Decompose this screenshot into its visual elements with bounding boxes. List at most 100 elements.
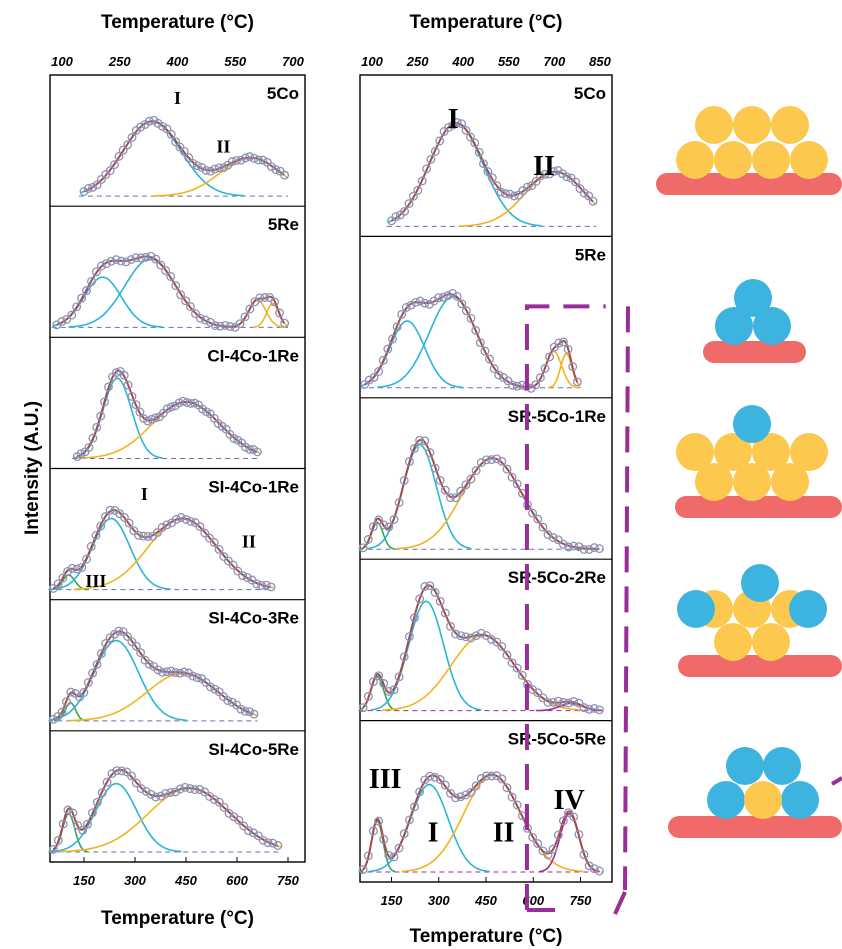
bottom-tick-label: 300: [124, 873, 146, 888]
data-point: [415, 435, 425, 445]
data-point: [77, 293, 87, 303]
data-point: [116, 256, 126, 266]
data-point: [497, 641, 507, 651]
data-point: [579, 850, 589, 860]
data-point: [114, 626, 124, 636]
data-point: [512, 800, 522, 810]
re-atom: [707, 781, 745, 819]
data-point: [399, 829, 409, 839]
peak-label-III: III: [369, 764, 402, 795]
data-point: [430, 146, 440, 156]
data-point: [415, 787, 425, 797]
data-point: [105, 505, 115, 515]
data-point: [384, 522, 394, 532]
data-point: [190, 785, 200, 795]
data-point: [162, 124, 172, 134]
data-point: [228, 560, 238, 570]
data-point: [249, 153, 259, 163]
data-point: [153, 665, 163, 675]
data-point: [79, 187, 89, 196]
data-point: [505, 189, 515, 199]
data-point: [492, 181, 502, 191]
data-point: [487, 635, 496, 644]
data-point: [252, 579, 262, 589]
data-point: [146, 251, 156, 261]
data-point: [244, 826, 253, 836]
data-point: [420, 436, 430, 446]
data-point: [96, 174, 106, 184]
fitted-sum-curve: [52, 509, 271, 590]
data-point: [440, 608, 450, 618]
data-point: [110, 160, 119, 170]
data-point: [181, 296, 191, 306]
panel-label: SR-5Co-5Re: [508, 730, 606, 749]
data-point: [267, 162, 276, 172]
data-point: [548, 844, 558, 854]
peak-I-curve: [367, 444, 472, 550]
top-axis-title: Temperature (°C): [101, 12, 254, 33]
data-point: [594, 544, 604, 554]
data-point: [558, 816, 568, 826]
peak-I-curve: [368, 783, 490, 873]
data-point: [569, 541, 579, 551]
re-atom: [726, 747, 764, 785]
data-point: [97, 788, 107, 798]
data-point: [180, 782, 190, 792]
data-point: [124, 518, 134, 528]
data-point: [509, 191, 519, 201]
data-point: [131, 641, 141, 651]
data-point: [553, 696, 563, 706]
data-point: [48, 714, 58, 724]
data-point: [101, 259, 111, 269]
top-tick-label: 250: [108, 54, 131, 69]
data-point: [512, 663, 522, 673]
data-point: [368, 522, 378, 532]
data-point: [374, 816, 384, 826]
data-point: [474, 147, 484, 157]
data-point: [392, 322, 402, 332]
re-atom: [789, 590, 827, 628]
data-point: [543, 697, 553, 707]
bottom-tick-label: 750: [570, 893, 592, 908]
peak-I-curve: [388, 122, 542, 227]
left-tpr-chart: Temperature (°C) 100 250 400 550 700 150 300 450…: [48, 12, 306, 929]
data-point: [84, 442, 94, 452]
data-point: [82, 286, 91, 296]
data-point: [574, 542, 584, 552]
data-point: [480, 346, 490, 356]
peak-I-curve: [53, 276, 163, 328]
co-atom: [714, 141, 752, 179]
co-atom: [771, 463, 809, 501]
data-point: [210, 684, 220, 694]
data-point: [494, 370, 504, 380]
data-point: [119, 512, 129, 522]
data-point: [153, 118, 163, 128]
data-point: [53, 579, 63, 589]
data-point: [114, 151, 124, 161]
data-point: [104, 382, 113, 392]
data-point: [245, 707, 255, 717]
data-point: [579, 188, 589, 198]
bottom-tick-label: 150: [73, 873, 95, 888]
data-point: [205, 533, 214, 543]
data-point: [242, 573, 252, 582]
data-point: [83, 184, 93, 193]
data-point: [253, 155, 263, 165]
data-point: [487, 173, 497, 183]
bottom-axis-title: Temperature (°C): [410, 926, 563, 947]
support-bar: [668, 816, 842, 838]
data-point: [186, 302, 195, 312]
experimental-points: [48, 766, 283, 854]
data-point: [492, 637, 502, 647]
data-point: [451, 493, 461, 503]
data-point: [549, 167, 559, 177]
data-point: [481, 455, 491, 465]
data-point: [57, 317, 67, 326]
data-point: [363, 692, 373, 701]
data-point: [270, 297, 280, 307]
data-point: [186, 516, 196, 526]
data-point: [192, 161, 202, 171]
data-point: [88, 182, 98, 192]
data-point: [280, 318, 290, 328]
